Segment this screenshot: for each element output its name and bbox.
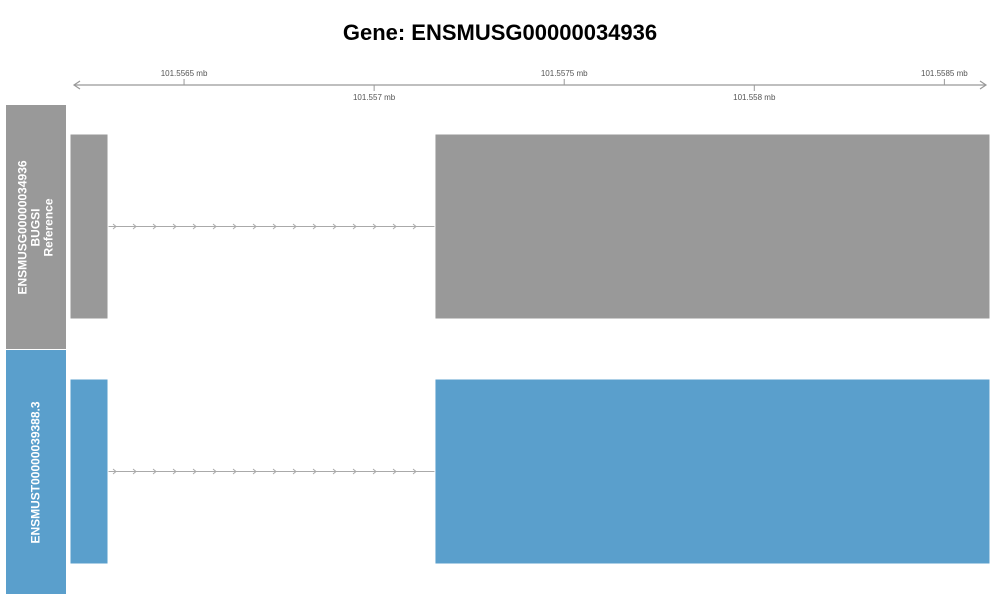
exon-block <box>434 133 991 320</box>
exon-block <box>434 378 991 565</box>
axis-tick-label: 101.5565 mb <box>161 69 208 78</box>
strand-arrow-icon <box>312 468 317 475</box>
strand-arrow-icon <box>152 468 157 475</box>
strand-arrow-icon <box>172 468 177 475</box>
gene-title: Gene: ENSMUSG00000034936 <box>342 20 658 45</box>
strand-arrow-icon <box>172 223 177 230</box>
strand-arrow-icon <box>412 468 417 475</box>
strand-arrow-icon <box>192 223 197 230</box>
strand-arrow-icon <box>192 468 197 475</box>
genome-axis: 101.5565 mb 101.557 mb 101.5575 mb 101.558 … <box>72 69 988 102</box>
strand-arrow-icon <box>312 223 317 230</box>
strand-arrow-icon <box>372 468 377 475</box>
strand-arrow-icon <box>372 223 377 230</box>
strand-arrow-icon <box>272 468 277 475</box>
strand-arrow-icon <box>272 223 277 230</box>
strand-arrow-icon <box>232 223 237 230</box>
strand-arrow-icon <box>332 223 337 230</box>
axis-right-arrow <box>979 80 988 90</box>
strand-arrow-icon <box>252 223 257 230</box>
strand-arrow-icon <box>332 468 337 475</box>
exon-block <box>69 133 109 320</box>
strand-arrow-icon <box>292 468 297 475</box>
track-label-panel-transcript: ENSMUST00000039388.3 <box>6 350 66 594</box>
axis-tick-label: 101.557 mb <box>353 93 396 102</box>
strand-arrow-icon <box>412 223 417 230</box>
strand-arrow-icon <box>112 468 117 475</box>
strand-arrow-icon <box>352 468 357 475</box>
strand-arrow-icon <box>212 468 217 475</box>
exon-block <box>69 378 109 565</box>
axis-tick-label: 101.5575 mb <box>541 69 588 78</box>
strand-arrow-icon <box>112 223 117 230</box>
axis-tick-label: 101.5585 mb <box>921 69 968 78</box>
strand-arrow-icon <box>392 223 397 230</box>
strand-arrow-icon <box>212 223 217 230</box>
strand-arrow-icon <box>392 468 397 475</box>
strand-arrow-icon <box>132 223 137 230</box>
strand-arrow-icon <box>252 468 257 475</box>
axis-tick-label: 101.558 mb <box>733 93 776 102</box>
strand-arrow-icon <box>232 468 237 475</box>
strand-arrow-icon <box>292 223 297 230</box>
axis-left-arrow <box>72 80 81 90</box>
strand-arrow-icon <box>152 223 157 230</box>
track-label-panel-reference: ENSMUSG00000034936 BUGSI Reference <box>6 105 66 349</box>
strand-arrow-icon <box>132 468 137 475</box>
strand-arrow-icon <box>352 223 357 230</box>
